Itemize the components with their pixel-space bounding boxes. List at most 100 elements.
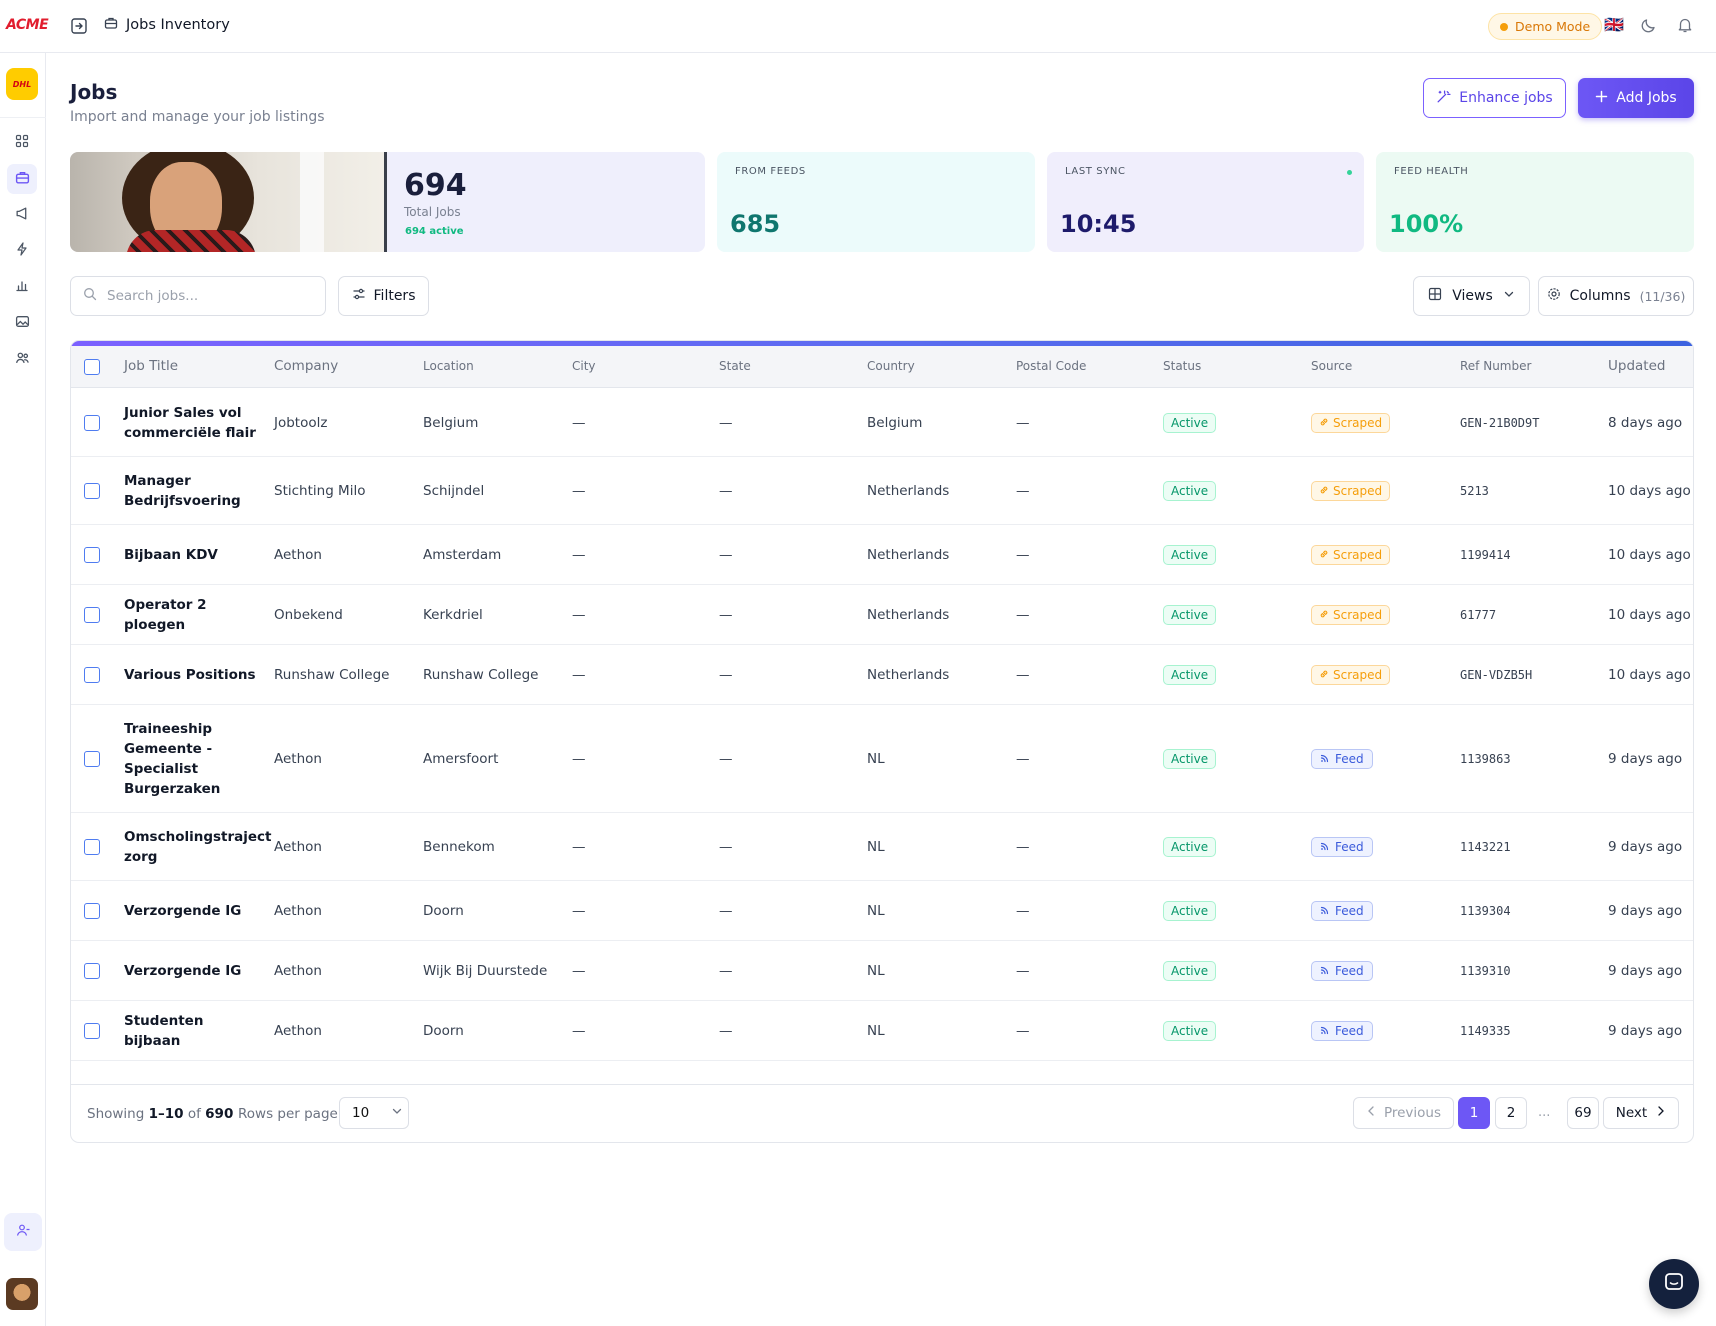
row-checkbox[interactable] [84,1022,100,1039]
row-checkbox[interactable] [84,546,100,563]
col-header-status[interactable]: Status [1163,359,1202,373]
avatar[interactable] [6,1278,38,1310]
search-icon [83,287,97,305]
demo-mode-badge[interactable]: Demo Mode [1488,13,1603,40]
row-checkbox[interactable] [84,902,100,919]
col-header-updated[interactable]: Updated [1608,358,1666,374]
search-input[interactable] [107,288,307,304]
col-header-job-title[interactable]: Job Title [124,358,179,374]
row-checkbox[interactable] [84,962,100,979]
rss-icon [1320,904,1330,918]
page-button-69[interactable]: 69 [1567,1097,1599,1129]
col-header-ref-number[interactable]: Ref Number [1460,359,1532,373]
cell-company: Aethon [274,838,322,855]
cell-status: Active [1163,836,1217,857]
table-header: Job Title Company Location City State Co… [71,346,1693,388]
col-header-city[interactable]: City [572,359,596,373]
col-header-country[interactable]: Country [867,359,915,373]
cell-postal-code: — [1016,902,1030,919]
table-row[interactable]: Bijbaan KDV Aethon Amsterdam — — Netherlands —… [71,525,1693,585]
brand-logo[interactable]: DHL [6,68,38,100]
table-row[interactable]: Verzorgende IG Aethon Wijk Bij Duurstede — —… [71,941,1693,1001]
row-checkbox[interactable] [84,666,100,683]
rows-per-page-select[interactable]: 10 [339,1097,409,1129]
next-page-button[interactable]: Next [1603,1097,1679,1129]
col-header-location[interactable]: Location [423,359,474,373]
views-dropdown[interactable]: Views [1413,276,1530,316]
sidebar-item-campaigns[interactable] [7,200,37,230]
table-row[interactable]: Manager Bedrijfsvoering Stichting Milo Sch… [71,457,1693,525]
table-row[interactable]: Studenten bijbaan Aethon Doorn — — NL — Active F… [71,1001,1693,1061]
row-checkbox[interactable] [84,482,100,499]
feed-health-label: FEED HEALTH [1394,166,1469,177]
cell-job-title[interactable]: Traineeship Gemeente - Specialist Burger… [124,720,221,797]
cell-job-title[interactable]: Bijbaan KDV [124,546,218,563]
col-header-postal-code[interactable]: Postal Code [1016,359,1087,373]
row-checkbox[interactable] [84,750,100,767]
table-row[interactable]: Operator 2 ploegen Onbekend Kerkdriel — — Net… [71,585,1693,645]
chat-support-button[interactable] [1649,1259,1699,1309]
uk-flag-icon[interactable]: 🇬🇧 [1604,15,1624,34]
table-row[interactable]: Omscholingstraject zorg Aethon Bennekom — — N… [71,813,1693,881]
row-checkbox[interactable] [84,414,100,431]
cell-job-title[interactable]: Various Positions [124,666,256,683]
row-checkbox[interactable] [84,838,100,855]
previous-page-button[interactable]: Previous [1353,1097,1454,1129]
table-row[interactable]: Various Positions Runshaw College Runshaw … [71,645,1693,705]
sidebar-divider [0,117,46,118]
link-icon [1319,548,1329,562]
cell-postal-code: — [1016,838,1030,855]
sidebar-item-jobs[interactable] [7,164,37,194]
cell-job-title[interactable]: Manager Bedrijfsvoering [124,472,241,509]
page-button-2[interactable]: 2 [1495,1097,1527,1129]
total-jobs-value: 694 [404,168,467,203]
filters-button[interactable]: Filters [338,276,429,316]
sidebar-item-media[interactable] [7,308,37,338]
cell-state: — [719,1022,733,1039]
demo-dot-icon [1500,22,1508,31]
cell-job-title[interactable]: Studenten bijbaan [124,1012,204,1049]
acme-logo[interactable]: ACME [6,17,49,33]
table-row[interactable]: Junior Sales vol commerciële flair Jobtoo… [71,389,1693,457]
columns-button[interactable]: Columns (11/36) [1538,276,1694,316]
cell-ref-number: 1139310 [1460,963,1511,978]
cell-company: Aethon [274,546,322,563]
cell-state: — [719,902,733,919]
col-header-company[interactable]: Company [274,358,339,374]
enhance-jobs-button[interactable]: Enhance jobs [1423,78,1566,118]
sidebar-item-automations[interactable] [7,236,37,266]
cell-job-title[interactable]: Verzorgende IG [124,962,242,979]
status-badge: Active [1163,748,1217,769]
from-feeds-value: 685 [730,210,781,238]
row-checkbox[interactable] [84,606,100,623]
image-icon [15,314,30,333]
add-jobs-button[interactable]: Add Jobs [1578,78,1694,118]
sidebar-toggle-icon[interactable] [70,17,88,35]
sidebar-item-dashboard[interactable] [7,128,37,158]
moon-icon[interactable] [1640,16,1660,36]
page-button-1[interactable]: 1 [1458,1097,1490,1129]
cell-postal-code: — [1016,962,1030,979]
chat-icon [1663,1271,1685,1297]
cell-country: NL [867,962,885,979]
table-icon [1428,287,1442,305]
sidebar-item-talent[interactable] [7,344,37,374]
cell-job-title[interactable]: Junior Sales vol commerciële flair [124,404,256,441]
showing-prefix: Showing [87,1106,145,1122]
bell-icon[interactable] [1676,16,1696,36]
rss-icon [1320,840,1330,854]
cell-job-title[interactable]: Verzorgende IG [124,902,242,919]
cell-ref-number: 1139304 [1460,903,1511,918]
megaphone-icon [15,206,30,225]
cell-city: — [572,838,586,855]
table-row[interactable]: Verzorgende IG Aethon Doorn — — NL — Active Feed… [71,881,1693,941]
sidebar-item-analytics[interactable] [7,272,37,302]
col-header-state[interactable]: State [719,359,751,373]
sidebar-user-menu[interactable] [4,1213,42,1251]
select-all-checkbox[interactable] [84,359,100,375]
col-header-source[interactable]: Source [1311,359,1353,373]
cell-job-title[interactable]: Omscholingstraject zorg [124,828,272,865]
table-row[interactable]: Traineeship Gemeente - Specialist Burger… [71,705,1693,813]
cell-status: Active [1163,900,1217,921]
cell-job-title[interactable]: Operator 2 ploegen [124,596,207,633]
